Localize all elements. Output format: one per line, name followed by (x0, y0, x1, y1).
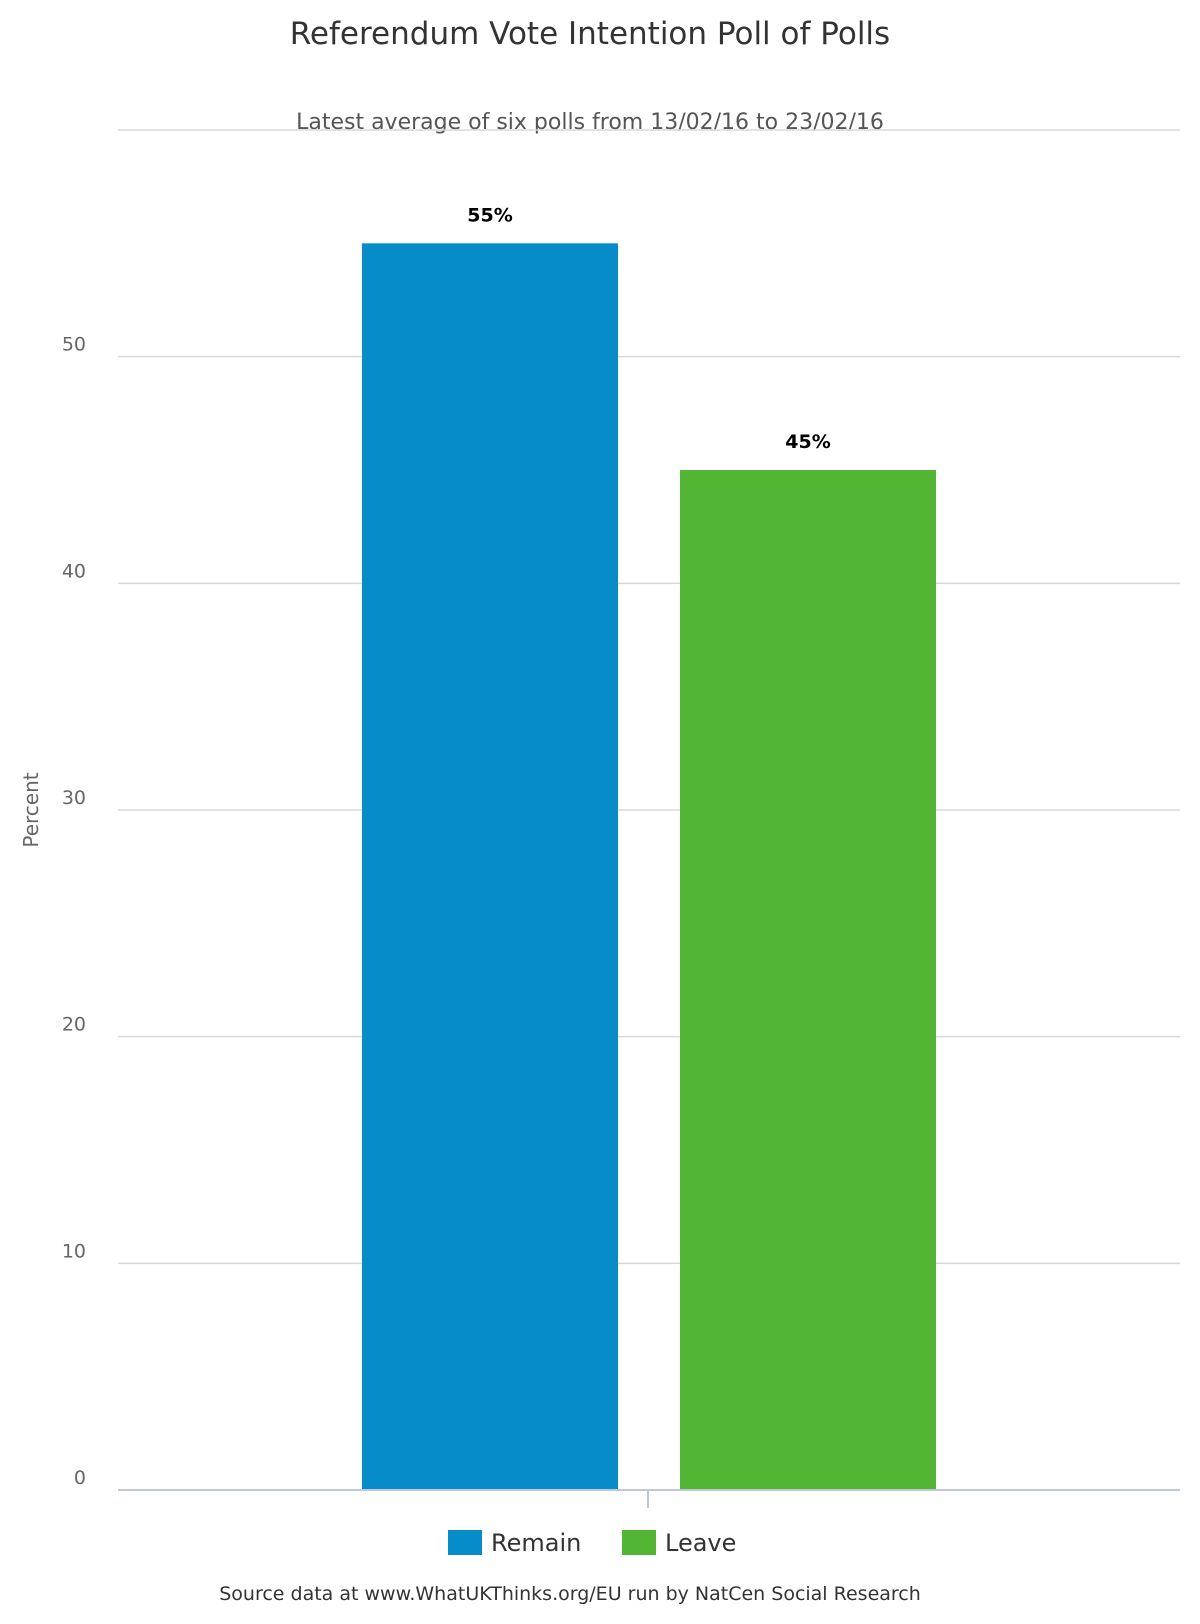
data-label-leave: 45% (785, 431, 830, 453)
data-label-remain: 55% (467, 204, 512, 226)
y-tick-label-0: 0 (74, 1467, 86, 1489)
y-axis-title: Percent (19, 772, 43, 847)
legend: Remain Leave (448, 1529, 736, 1557)
bar-leave (680, 470, 936, 1490)
y-tick-label-50: 50 (62, 334, 86, 356)
legend-label-remain: Remain (491, 1529, 581, 1557)
data-labels: 55% 45% (467, 204, 830, 453)
bars (362, 243, 936, 1490)
gridlines (118, 129, 1180, 1265)
chart-title: Referendum Vote Intention Poll of Polls (290, 16, 890, 52)
chart-subtitle: Latest average of six polls from 13/02/1… (296, 110, 884, 135)
bar-remain (362, 243, 618, 1490)
y-tick-label-10: 10 (62, 1240, 86, 1262)
legend-swatch-remain (448, 1530, 482, 1555)
y-tick-label-40: 40 (62, 560, 86, 582)
y-axis-ticks: 0 10 20 30 40 50 (62, 334, 86, 1489)
y-tick-label-30: 30 (62, 787, 86, 809)
legend-swatch-leave (622, 1530, 656, 1555)
y-tick-label-20: 20 (62, 1014, 86, 1036)
legend-label-leave: Leave (665, 1529, 736, 1557)
source-note: Source data at www.WhatUKThinks.org/EU r… (219, 1583, 921, 1605)
